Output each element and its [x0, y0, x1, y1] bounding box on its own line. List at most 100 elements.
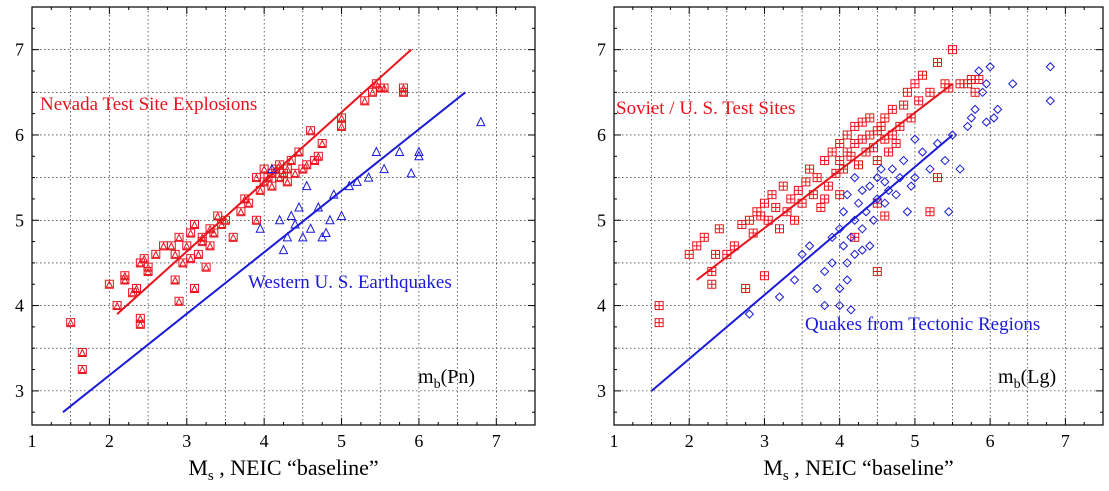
data-point	[170, 275, 180, 285]
data-point	[992, 104, 1003, 115]
series-label: Nevada Test Site Explosions	[40, 94, 257, 115]
x-tick-label: 6	[986, 431, 995, 451]
data-point	[360, 96, 370, 106]
data-point	[932, 57, 942, 67]
data-point	[853, 198, 864, 208]
data-point	[251, 215, 261, 225]
data-point	[850, 172, 860, 183]
y-tick-label: 6	[597, 125, 606, 145]
data-point	[744, 309, 755, 319]
data-point	[714, 224, 724, 234]
data-point	[823, 181, 833, 191]
data-point	[902, 207, 913, 217]
data-point	[707, 266, 717, 276]
data-point	[414, 146, 424, 157]
data-point	[883, 185, 894, 196]
data-point	[759, 198, 769, 208]
data-point	[259, 164, 269, 174]
y-tick-label: 4	[15, 296, 24, 316]
data-point	[898, 155, 909, 166]
series-2: Western U. S. Earthquakes	[62, 91, 486, 413]
data-point	[801, 177, 811, 187]
data-point	[213, 211, 223, 221]
data-point	[932, 173, 942, 183]
data-point	[966, 113, 977, 123]
data-point	[193, 249, 203, 259]
x-tick-label: 4	[835, 431, 844, 451]
data-point	[861, 207, 871, 217]
data-point	[774, 292, 785, 302]
data-point	[1008, 79, 1018, 89]
data-point	[932, 138, 943, 149]
data-point	[151, 249, 161, 259]
data-point	[789, 275, 800, 285]
data-point	[857, 117, 867, 127]
data-point	[884, 147, 894, 157]
data-point	[895, 121, 905, 131]
data-point	[876, 121, 886, 131]
data-point	[244, 198, 254, 208]
data-point	[955, 79, 965, 89]
data-point	[872, 194, 883, 204]
x-tick-label: 7	[1061, 431, 1070, 451]
data-point	[974, 66, 984, 76]
data-point	[793, 185, 803, 195]
data-point	[756, 211, 766, 221]
data-point	[313, 151, 323, 161]
data-point	[1045, 62, 1056, 72]
data-point	[278, 244, 289, 255]
data-point	[317, 138, 327, 148]
y-tick-label: 7	[597, 40, 606, 60]
x-tick-label: 5	[910, 431, 919, 451]
data-point	[190, 284, 200, 294]
data-point	[820, 156, 830, 166]
chart-panel-2: 1 2 3 4 5 6 7 3 4 5 6 7 Ms , NEIC “baseline” Soviet /…	[597, 6, 1104, 484]
data-point	[948, 45, 958, 55]
data-point	[190, 220, 200, 230]
data-point	[290, 168, 300, 178]
data-point	[834, 283, 845, 294]
data-point	[654, 301, 664, 311]
x-tick-label: 3	[760, 431, 769, 451]
data-point	[209, 228, 219, 238]
data-point	[891, 138, 901, 148]
data-point	[313, 201, 324, 212]
data-point	[186, 254, 196, 264]
chart-panel-1: 1 2 3 4 5 6 7 3 4 5 6 7 Ms , NEIC “baseline” Nevada T…	[15, 6, 536, 484]
data-point	[267, 163, 277, 174]
data-point	[139, 254, 149, 264]
data-point	[294, 201, 304, 212]
data-point	[182, 241, 192, 251]
data-point	[850, 121, 860, 131]
series-label: Quakes from Tectonic Regions	[805, 314, 1040, 335]
data-point	[379, 163, 389, 174]
data-point	[880, 177, 890, 187]
data-point	[940, 155, 950, 166]
data-point	[872, 156, 882, 166]
data-point	[763, 215, 773, 225]
data-point	[906, 113, 916, 123]
data-point	[797, 249, 807, 260]
data-point	[174, 296, 184, 306]
data-point	[711, 249, 721, 259]
data-point	[880, 211, 890, 221]
x-tick-label: 1	[28, 431, 37, 451]
data-point	[925, 164, 935, 174]
data-point	[850, 249, 860, 260]
data-point	[170, 249, 180, 259]
data-point	[406, 167, 416, 178]
data-point	[274, 214, 285, 225]
data-point	[325, 214, 335, 225]
data-point	[707, 279, 717, 289]
data-point	[868, 215, 879, 225]
data-point	[104, 279, 114, 289]
data-point	[887, 164, 898, 174]
data-point	[282, 231, 293, 242]
data-point	[895, 172, 905, 183]
data-point	[286, 210, 297, 220]
data-point	[805, 164, 815, 174]
data-point	[363, 171, 374, 182]
data-point	[966, 75, 976, 85]
data-point	[816, 202, 826, 212]
data-point	[850, 215, 860, 225]
